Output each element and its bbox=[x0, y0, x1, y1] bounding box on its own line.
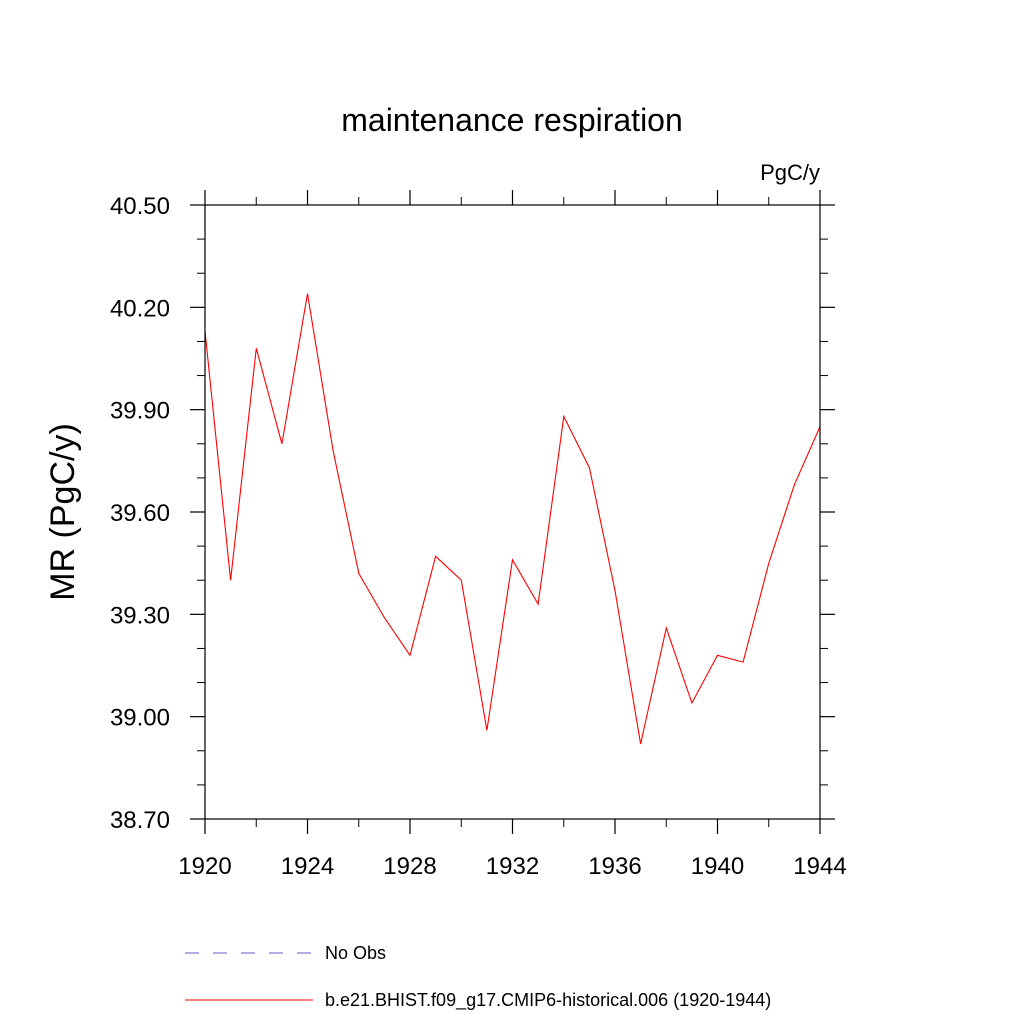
y-tick-label: 40.50 bbox=[110, 193, 170, 220]
y-tick-label: 39.60 bbox=[110, 500, 170, 527]
y-tick-label: 39.90 bbox=[110, 398, 170, 425]
legend: No Obs b.e21.BHIST.f09_g17.CMIP6-histori… bbox=[185, 943, 771, 1011]
series-line-historical-006 bbox=[204, 293, 821, 745]
ticks-layer bbox=[190, 190, 835, 834]
y-tick-label: 39.30 bbox=[110, 602, 170, 629]
plot-frame bbox=[204, 204, 821, 820]
units-label: PgC/y bbox=[760, 160, 820, 185]
x-tick-label: 1936 bbox=[588, 853, 641, 880]
y-tick-label: 38.70 bbox=[110, 807, 170, 834]
chart-title: maintenance respiration bbox=[341, 102, 683, 138]
y-tick-label: 39.00 bbox=[110, 705, 170, 732]
legend-label-no-obs: No Obs bbox=[325, 943, 386, 963]
x-tick-label: 1920 bbox=[178, 853, 231, 880]
series-layer bbox=[204, 293, 821, 745]
x-tick-label: 1940 bbox=[691, 853, 744, 880]
y-tick-label: 40.20 bbox=[110, 295, 170, 322]
legend-label-historical-006: b.e21.BHIST.f09_g17.CMIP6-historical.006… bbox=[325, 990, 771, 1011]
x-tick-label: 1944 bbox=[793, 853, 846, 880]
y-axis-label: MR (PgC/y) bbox=[44, 423, 82, 601]
tick-labels-layer: 1920 1924 1928 1932 1936 1940 1944 38.70 39.00 39… bbox=[110, 193, 847, 880]
x-tick-label: 1924 bbox=[281, 853, 334, 880]
x-tick-label: 1928 bbox=[383, 853, 436, 880]
x-tick-label: 1932 bbox=[486, 853, 539, 880]
